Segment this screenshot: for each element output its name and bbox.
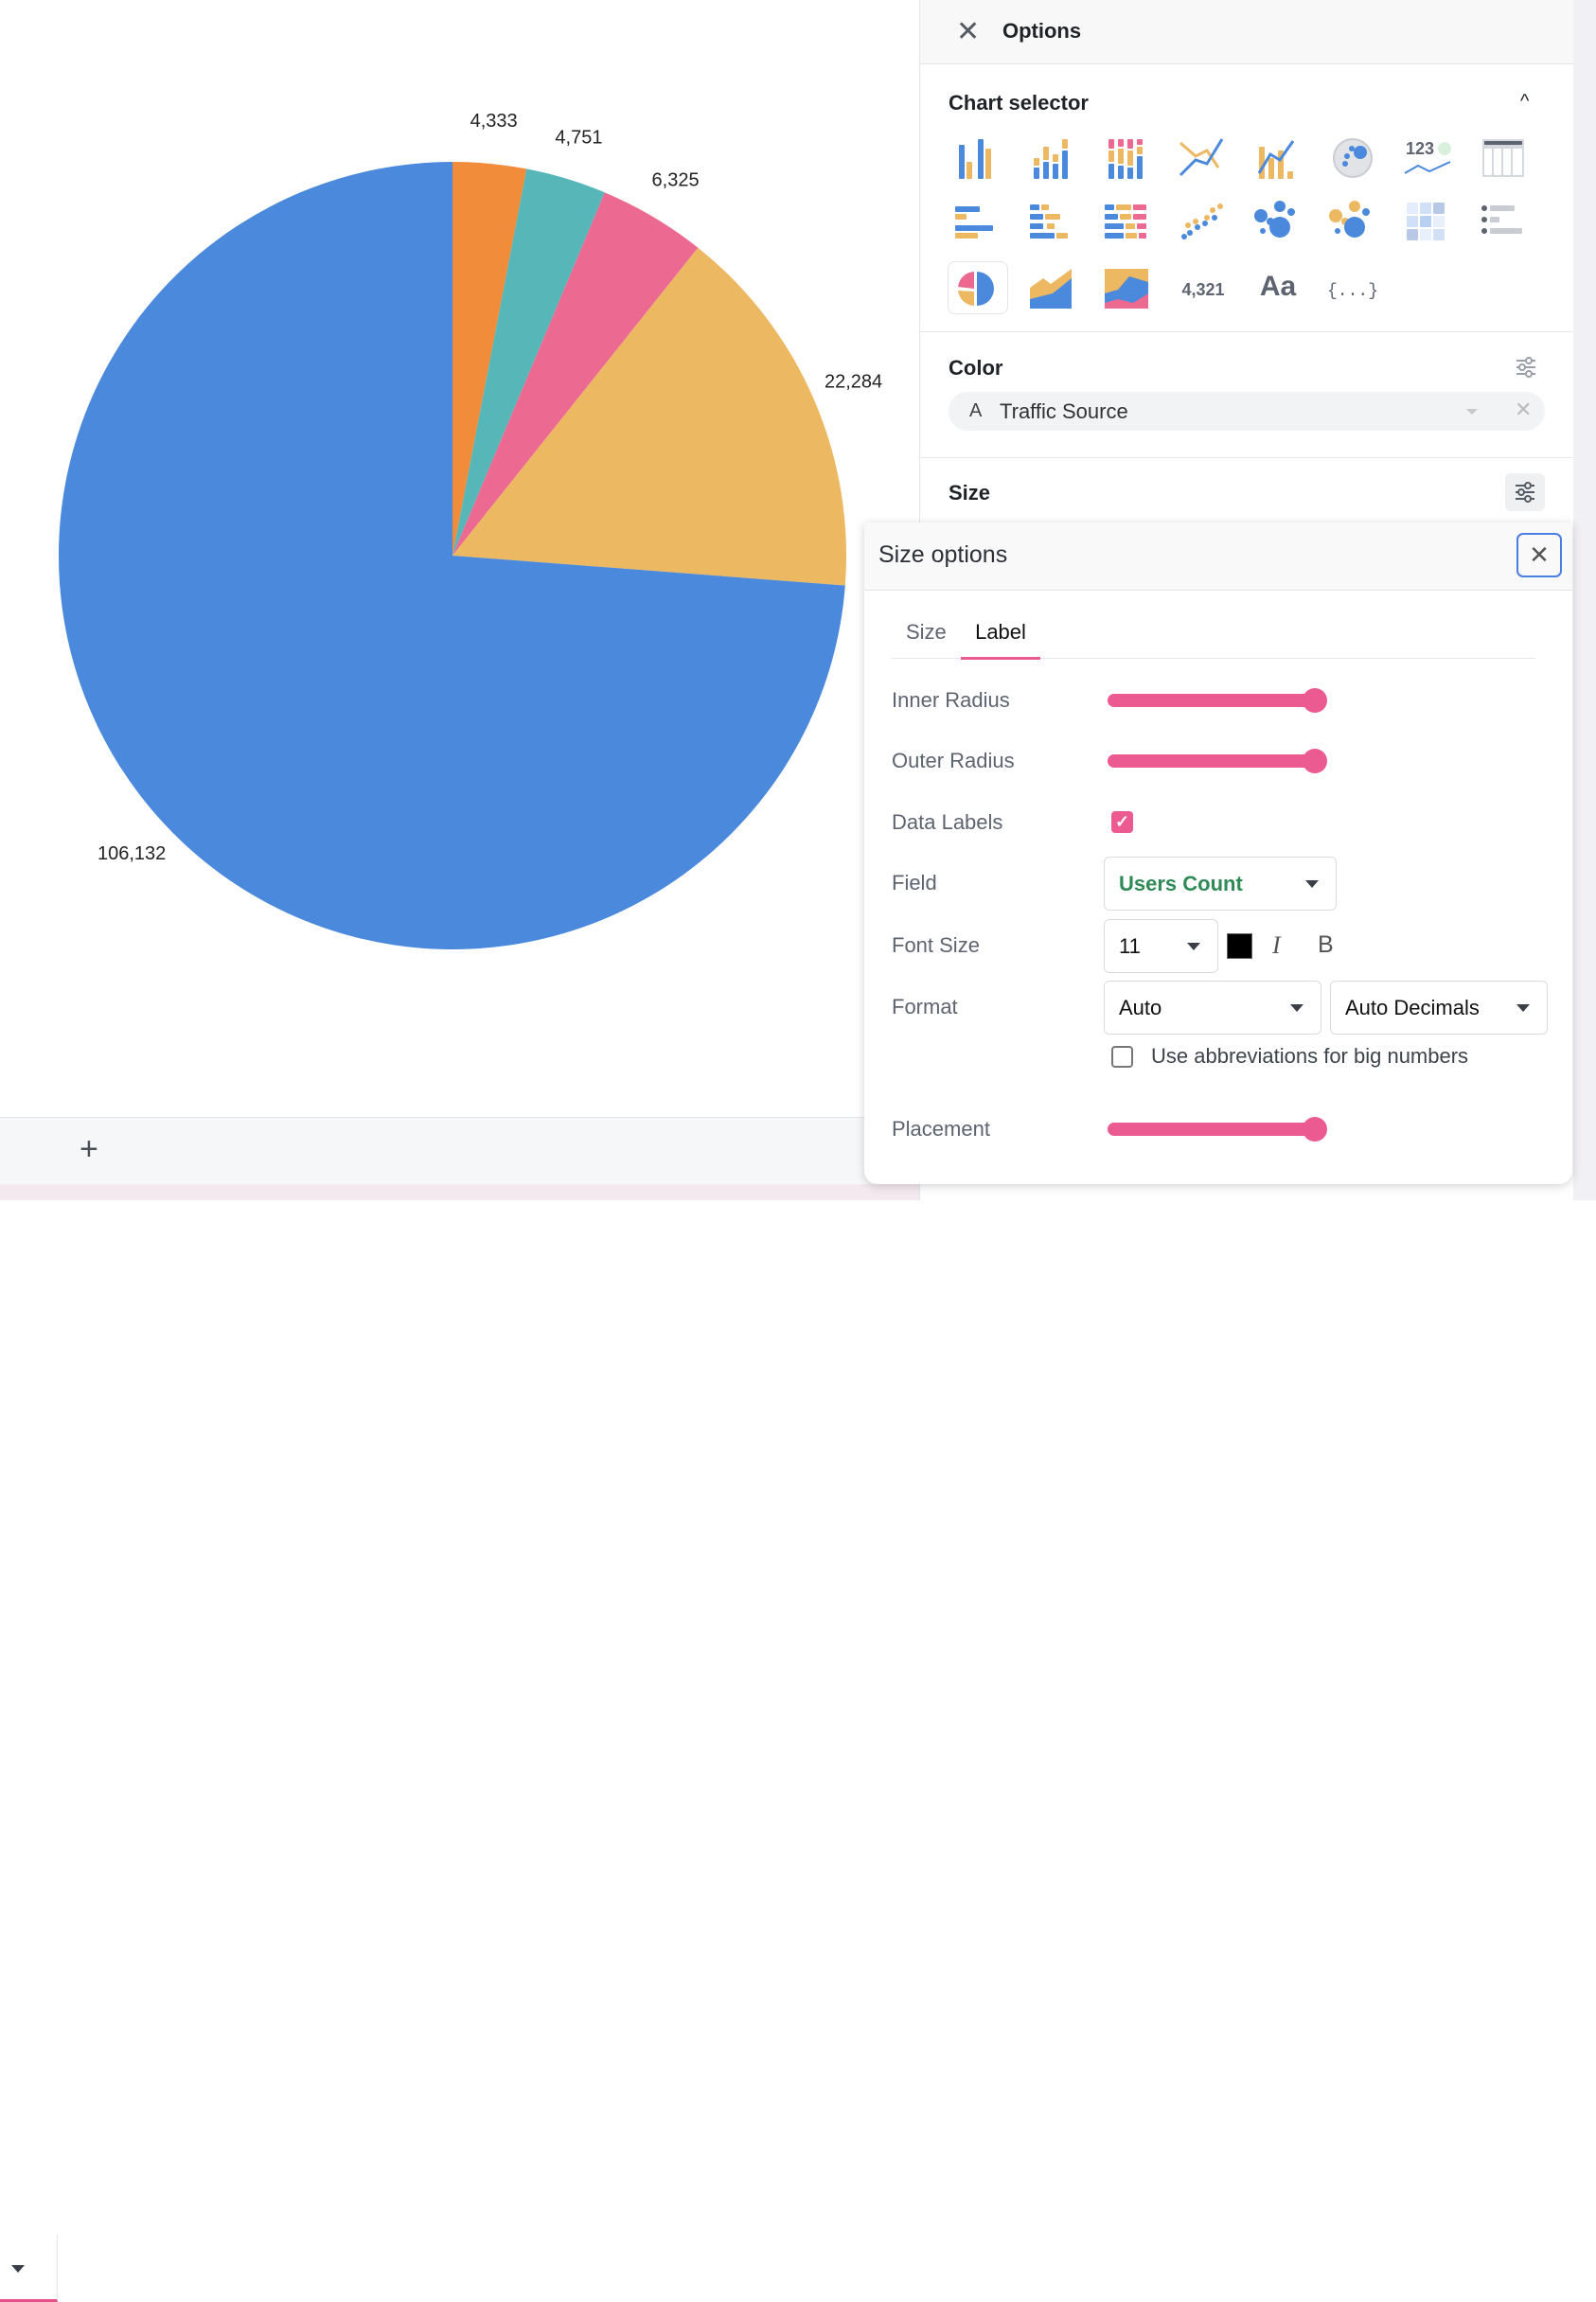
format-value: Auto [1119, 995, 1162, 1019]
pie-chart: 4,333 4,751 6,325 22,284 106,132 [58, 111, 882, 949]
tab-label[interactable]: Label [961, 620, 1040, 660]
svg-text:123: 123 [1406, 139, 1434, 158]
close-icon[interactable]: ✕ [956, 16, 981, 47]
font-size-value: 11 [1119, 933, 1141, 958]
abbreviations-checkbox[interactable] [1111, 1046, 1133, 1068]
font-size-select[interactable]: 11 [1104, 919, 1218, 973]
inner-radius-slider[interactable] [1108, 688, 1327, 713]
data-label: 22,284 [825, 371, 882, 392]
inner-radius-label: Inner Radius [892, 688, 1010, 712]
chart-type-text-icon[interactable]: Aa [1251, 265, 1304, 310]
string-type-icon: A [969, 400, 983, 421]
pie-slice[interactable] [58, 162, 845, 949]
chart-type-stacked-bar-icon[interactable] [1026, 135, 1079, 181]
pie-slice[interactable] [452, 247, 847, 586]
chart-type-stacked-area-icon[interactable] [1101, 265, 1154, 310]
data-label: 4,751 [555, 128, 602, 149]
outer-radius-label: Outer Radius [892, 749, 1015, 772]
caret-down-icon[interactable] [1466, 409, 1478, 415]
pie-slice[interactable] [452, 168, 605, 556]
chart-type-bar-line-icon[interactable] [1251, 135, 1304, 181]
chart-type-number-icon[interactable]: 4,321 [1177, 265, 1230, 310]
window-right-edge [1573, 0, 1596, 1200]
color-field-value: Traffic Source [1000, 399, 1128, 423]
pie-slice[interactable] [452, 162, 527, 556]
svg-text:Aa: Aa [1260, 271, 1297, 302]
chart-type-pie-icon[interactable] [948, 261, 1008, 314]
data-labels-checkbox[interactable]: ✓ [1111, 811, 1133, 833]
sheet-tabs-bar: + [0, 1117, 871, 2302]
field-label: Field [892, 871, 937, 894]
options-header: ✕ Options [920, 0, 1573, 64]
slider-handle[interactable] [1303, 749, 1327, 773]
sheet-tab-dropdown[interactable] [0, 2235, 58, 2302]
size-settings-button[interactable] [1505, 473, 1545, 511]
chart-selector-title: Chart selector [949, 91, 1089, 115]
tab-size[interactable]: Size [906, 620, 947, 644]
slider-handle[interactable] [1303, 688, 1327, 713]
chart-type-bubble-colored-icon[interactable] [1326, 199, 1379, 244]
font-color-swatch[interactable] [1227, 933, 1252, 959]
data-label: 4,333 [470, 111, 518, 132]
slider-handle[interactable] [1303, 1117, 1327, 1142]
chart-type-horizontal-bar-icon[interactable] [951, 199, 1004, 244]
decimals-select[interactable]: Auto Decimals [1330, 981, 1548, 1035]
font-size-label: Font Size [892, 933, 980, 957]
abbreviations-label: Use abbreviations for big numbers [1151, 1044, 1469, 1068]
data-labels-label: Data Labels [892, 810, 1003, 834]
divider [920, 331, 1573, 332]
chevron-up-icon[interactable]: ^ [1520, 91, 1530, 112]
close-button[interactable]: ✕ [1516, 533, 1562, 577]
chart-type-bubble-icon[interactable] [1251, 199, 1304, 244]
color-title: Color [949, 356, 1003, 380]
caret-down-icon [11, 2265, 25, 2273]
pie-slice[interactable] [452, 192, 699, 556]
chart-type-vertical-bar-icon[interactable] [951, 135, 1004, 181]
chart-type-line-icon[interactable] [1177, 135, 1230, 181]
chart-type-map-icon[interactable] [1326, 135, 1379, 181]
chart-type-stacked-bar-100-icon[interactable] [1101, 135, 1154, 181]
svg-text:4,321: 4,321 [1181, 280, 1224, 299]
caret-down-icon [1305, 879, 1319, 888]
divider [920, 457, 1573, 458]
svg-text:{...}: {...} [1327, 282, 1378, 301]
chart-type-json-icon[interactable]: {...} [1326, 265, 1379, 310]
add-sheet-button[interactable]: + [80, 1131, 98, 1167]
close-icon: ✕ [1529, 540, 1550, 569]
chart-type-list-icon[interactable] [1477, 199, 1530, 244]
chart-type-kpi-trend-icon[interactable]: 123 [1401, 135, 1454, 181]
chart-type-horizontal-stacked-bar-icon[interactable] [1026, 199, 1079, 244]
chart-type-scatter-icon[interactable] [1177, 199, 1230, 244]
outer-radius-slider[interactable] [1108, 749, 1327, 773]
format-select[interactable]: Auto [1104, 981, 1321, 1035]
decimals-value: Auto Decimals [1345, 995, 1480, 1019]
tabs-divider [892, 658, 1535, 659]
popup-title: Size options [878, 541, 1008, 568]
bold-button[interactable]: B [1318, 931, 1334, 958]
caret-down-icon [1290, 1003, 1303, 1012]
placement-label: Placement [892, 1117, 990, 1141]
settings-sliders-icon[interactable] [1515, 356, 1537, 379]
data-label: 6,325 [652, 170, 700, 191]
color-field-select[interactable]: A Traffic Source ✕ [949, 392, 1545, 431]
italic-button[interactable]: I [1272, 931, 1281, 959]
chart-type-heatmap-icon[interactable] [1401, 199, 1454, 244]
clear-icon[interactable]: ✕ [1515, 398, 1533, 421]
field-select[interactable]: Users Count [1104, 857, 1337, 911]
chart-type-horizontal-stacked-bar-100-icon[interactable] [1101, 199, 1154, 244]
field-value: Users Count [1119, 871, 1243, 895]
size-options-popup: Size options ✕ Size Label Inner Radius O… [864, 522, 1572, 1184]
popup-header: Size options ✕ [864, 522, 1572, 591]
placement-slider[interactable] [1108, 1117, 1327, 1142]
settings-sliders-icon [1516, 482, 1534, 503]
size-title: Size [949, 481, 991, 505]
caret-down-icon [1187, 942, 1200, 950]
caret-down-icon [1516, 1003, 1530, 1012]
data-label: 106,132 [98, 843, 166, 864]
options-title: Options [1002, 19, 1082, 43]
format-label: Format [892, 995, 958, 1018]
chart-type-table-icon[interactable] [1477, 135, 1530, 181]
chart-type-area-icon[interactable] [1026, 265, 1079, 310]
